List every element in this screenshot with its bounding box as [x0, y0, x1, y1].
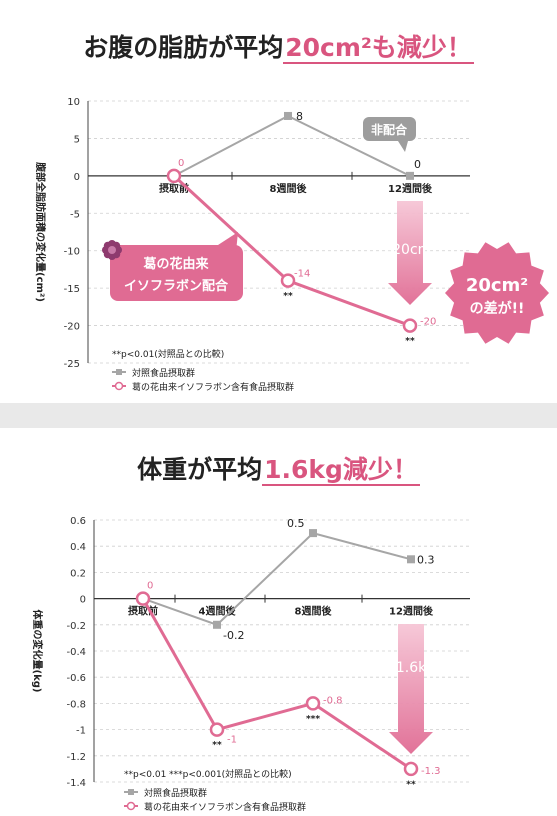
chart1-title-highlight: 20cm²も減少！: [283, 33, 474, 64]
chart1-title-main: お腹の脂肪が平均: [83, 33, 284, 62]
y-tick-label: 0.6: [70, 516, 86, 527]
y-tick-label: -10: [64, 247, 80, 258]
formulated-badge-line1: 葛の花由来: [142, 256, 209, 272]
y-tick-label: -0.6: [66, 673, 86, 684]
y-tick-label: -0.4: [66, 647, 86, 658]
y-tick-label: -0.8: [66, 699, 86, 710]
control-series-line: [142, 531, 412, 626]
control-point: [284, 111, 292, 120]
legend-test-swatch: [114, 381, 124, 391]
burst-text-line1: 20cm²: [466, 275, 528, 296]
control-point: [406, 171, 414, 180]
fat-area-chart: 10 5 0 -5 -10 -15 -20 -25 摂取前 8週間後 12週間後 腹部全脂肪面積の変化…: [34, 97, 549, 393]
x-tick-label: 12週間後: [388, 182, 433, 195]
y-tick-label: 0: [74, 172, 80, 183]
y-tick-label: 0.4: [70, 542, 86, 553]
legend-control-swatch: [128, 789, 134, 795]
x-tick-label: 12週間後: [389, 605, 434, 618]
test-data-label: 0: [178, 158, 184, 169]
difference-label: -20cm²: [387, 242, 437, 258]
x-tick-label: 8週間後: [295, 605, 333, 618]
difference-label: -1.6kg: [391, 660, 435, 676]
test-point: [403, 761, 419, 777]
legend-test-label: 葛の花由来イソフラボン含有食品摂取群: [144, 801, 306, 813]
significance-mark: **: [405, 337, 415, 347]
test-data-label: -14: [294, 269, 310, 280]
control-data-label: 8: [296, 110, 303, 123]
x-tick-label: 摂取前: [159, 182, 189, 195]
y-tick-label: -20: [64, 322, 80, 333]
test-point: [209, 722, 225, 737]
control-point: [407, 555, 415, 564]
legend-test-swatch: [126, 801, 136, 811]
y-tick-label: -25: [64, 359, 80, 370]
test-point: [135, 591, 151, 606]
control-data-label: 0: [414, 158, 421, 171]
legend-control-label: 対照食品摂取群: [144, 787, 207, 799]
weight-panel: 体重が平均1.6kg減少！ 0.6 0.4 0.2 0 -0.2 -0.4 -0.6 -0.8…: [0, 428, 557, 816]
significance-mark: ***: [306, 714, 320, 724]
difference-burst: [445, 242, 549, 344]
control-data-label: 0.5: [287, 517, 305, 530]
significance-mark: **: [406, 780, 416, 790]
non-formulated-badge-pointer: [398, 141, 408, 152]
test-point: [305, 696, 321, 711]
fat-area-panel: お腹の脂肪が平均20cm²も減少！ 10 5 0 -5 -10 -15 -20 -25 摂取前 8…: [0, 0, 557, 403]
legend-control-swatch: [116, 369, 122, 375]
test-data-label: -1: [227, 735, 237, 746]
test-data-label: -0.8: [323, 695, 343, 706]
y-axis-label: 腹部全脂肪面積の変化量(cm²): [34, 162, 47, 302]
test-series-line: [141, 597, 412, 771]
formulated-badge-pointer: [218, 232, 238, 252]
y-tick-label: 0: [80, 595, 86, 606]
burst-text-line2: の差が!!: [470, 300, 525, 317]
test-point: [166, 168, 182, 184]
formulated-badge: [110, 245, 243, 301]
control-point: [213, 620, 221, 629]
test-data-label: -1.3: [421, 766, 441, 777]
significance-mark: **: [283, 292, 293, 302]
test-point: [280, 273, 296, 288]
difference-arrow: [388, 201, 432, 305]
significance-mark: **: [212, 741, 222, 751]
non-formulated-badge-text: 非配合: [371, 122, 408, 137]
control-point: [309, 529, 317, 538]
x-tick-label: 8週間後: [270, 182, 308, 195]
y-axis-label: 体重の変化量(kg): [31, 610, 44, 693]
y-tick-label: -15: [64, 284, 80, 295]
chart2-title-highlight: 1.6kg減少！: [262, 455, 420, 486]
flower-icon: [108, 246, 116, 254]
y-tick-label: 0.2: [70, 568, 86, 579]
y-tick-label: -1.2: [66, 752, 86, 763]
non-formulated-badge: [363, 117, 416, 141]
y-tick-label: -1: [76, 726, 86, 737]
test-point: [402, 318, 418, 333]
legend-control-label: 対照食品摂取群: [132, 367, 195, 379]
legend-test-label: 葛の花由来イソフラボン含有食品摂取群: [132, 381, 294, 393]
difference-arrow: [389, 624, 433, 754]
test-data-label: -20: [420, 317, 436, 328]
y-tick-label: 10: [67, 97, 80, 108]
panel-divider: [0, 403, 557, 428]
y-tick-label: -0.2: [66, 621, 86, 632]
y-tick-label: 5: [74, 134, 80, 145]
test-data-label: 0: [147, 581, 153, 592]
control-data-label: 0.3: [417, 553, 435, 566]
y-tick-label: -1.4: [66, 778, 86, 789]
control-data-label: -0.2: [223, 629, 244, 642]
significance-note: **p<0.01(対照品との比較): [112, 348, 224, 360]
chart2-title: 体重が平均1.6kg減少！: [0, 450, 557, 486]
significance-note: **p<0.01 ***p<0.001(対照品との比較): [124, 768, 292, 780]
chart1-title: お腹の脂肪が平均20cm²も減少！: [0, 28, 557, 64]
chart2-title-main: 体重が平均: [137, 455, 263, 484]
formulated-badge-line2: イソフラボン配合: [124, 278, 229, 294]
y-tick-label: -5: [70, 209, 80, 220]
